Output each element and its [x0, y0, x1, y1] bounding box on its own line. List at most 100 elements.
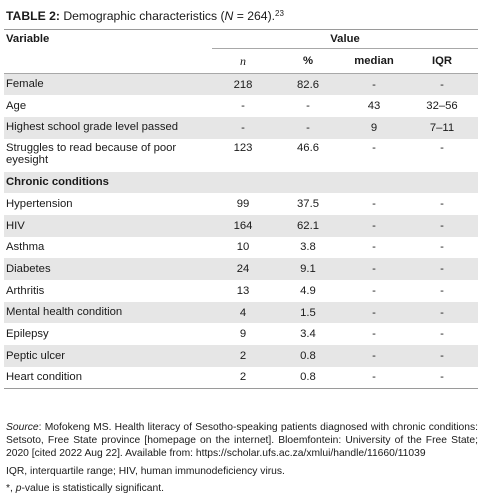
cell-median: - [372, 141, 376, 154]
cell-median: - [372, 219, 376, 232]
cell-iqr: - [440, 219, 444, 232]
table-row: Diabetes 24 9.1 - - [4, 258, 479, 280]
header-n: n [240, 53, 246, 68]
cell-median: 9 [370, 121, 378, 134]
header-row-1: Variable Value [4, 30, 479, 49]
significance-text: -value is statistically significant. [21, 482, 164, 494]
significance-p: p [15, 482, 22, 494]
cell-median: - [372, 328, 376, 341]
table-row: Highest school grade level passed - - 9 … [4, 116, 479, 139]
header-row-2: n % median IQR [4, 49, 479, 74]
row-label: Heart condition [6, 371, 82, 384]
cell-percent: 0.8 [300, 371, 316, 384]
row-label: Peptic ulcer [6, 349, 66, 362]
cell-percent: - [306, 100, 310, 113]
source-label: Source [6, 422, 39, 433]
cell-iqr: 7–11 [429, 121, 455, 134]
cell-percent: 3.8 [300, 241, 316, 254]
table-row: Age - - 43 32–56 [4, 95, 478, 117]
cell-n: 218 [233, 78, 253, 91]
cell-iqr: - [440, 328, 444, 341]
cell-iqr: - [440, 241, 444, 254]
row-label: Asthma [6, 241, 45, 254]
row-label: Diabetes [6, 262, 51, 275]
cell-iqr: - [440, 263, 444, 276]
cell-iqr: 32–56 [426, 100, 458, 113]
top-rule [4, 29, 478, 30]
header-variable: Variable [6, 33, 50, 46]
cell-iqr: - [440, 78, 444, 91]
table-row: Hypertension 99 37.5 - - [4, 193, 478, 215]
cell-n: 123 [233, 141, 253, 154]
row-label: Mental health condition [6, 306, 123, 319]
cell-n: 2 [239, 349, 247, 362]
table-label: TABLE 2: [6, 9, 60, 23]
demographics-table: Variable Value n % median IQR Female 218… [4, 30, 479, 389]
cell-iqr: - [440, 141, 444, 154]
cell-n: - [241, 121, 245, 134]
row-label: Age [6, 99, 27, 112]
cell-percent: 82.6 [297, 78, 319, 91]
abbreviations-note: IQR, interquartile range; HIV, human imm… [6, 465, 285, 477]
significance-note: *, p-value is statistically significant. [6, 482, 478, 495]
table-row: Asthma 10 3.8 - - [4, 237, 478, 259]
cell-percent: 62.1 [297, 219, 319, 232]
row-label: Hypertension [6, 197, 73, 210]
table-row: Arthritis 13 4.9 - - [4, 280, 478, 302]
caption-n-symbol: N [224, 9, 234, 23]
cell-n: 2 [239, 371, 247, 384]
cell-n: 99 [236, 198, 250, 211]
cell-n: 13 [236, 284, 250, 297]
table-row: Mental health condition 4 1.5 - - [4, 301, 479, 324]
cell-median: - [372, 371, 376, 384]
cell-median: 43 [367, 100, 381, 113]
row-label: Female [6, 78, 44, 91]
section-label: Chronic conditions [6, 176, 109, 189]
cell-median: - [372, 241, 376, 254]
cell-n: 10 [236, 241, 250, 254]
row-label: Arthritis [6, 284, 45, 297]
cell-percent: - [306, 121, 310, 134]
cell-percent: 9.1 [300, 263, 316, 276]
cell-n: 164 [233, 219, 253, 232]
cell-percent: 3.4 [300, 328, 316, 341]
cell-percent: 4.9 [300, 284, 316, 297]
cell-iqr: - [440, 284, 444, 297]
table-row: Epilepsy 9 3.4 - - [4, 323, 478, 345]
cell-iqr: - [440, 371, 444, 384]
cell-median: - [372, 306, 376, 319]
header-empty [4, 49, 212, 74]
table-row: Peptic ulcer 2 0.8 - - [4, 345, 479, 367]
caption-text-before: Demographic characteristics ( [63, 9, 225, 23]
cell-n: 9 [239, 328, 247, 341]
header-iqr: IQR [431, 55, 453, 67]
source-note: Source: Mofokeng MS. Health literacy of … [6, 421, 478, 461]
table-footnotes: Source: Mofokeng MS. Health literacy of … [6, 421, 478, 495]
cell-n: 24 [236, 263, 250, 276]
significance-prefix: *, [6, 482, 16, 494]
cell-median: - [372, 263, 376, 276]
cell-median: - [372, 284, 376, 297]
row-label: Epilepsy [6, 327, 49, 340]
cell-percent: 37.5 [297, 198, 319, 211]
header-percent: % [302, 55, 314, 67]
row-label: Struggles to read because of poor eyesig… [6, 141, 177, 167]
caption-reference: 23 [275, 9, 284, 18]
cell-percent: 0.8 [300, 349, 316, 362]
table-caption: TABLE 2: Demographic characteristics (N … [6, 8, 476, 24]
source-text: : Mofokeng MS. Health literacy of Sesoth… [6, 422, 478, 460]
row-label: HIV [6, 219, 25, 232]
cell-n: 4 [239, 306, 247, 319]
table-row: HIV 164 62.1 - - [4, 214, 479, 237]
cell-iqr: - [440, 306, 444, 319]
table-row: Struggles to read because of poor eyesig… [4, 139, 478, 172]
cell-iqr: - [440, 198, 444, 211]
table-row: Female 218 82.6 - - [4, 73, 479, 96]
cell-n: - [241, 100, 245, 113]
cell-median: - [372, 78, 376, 91]
cell-percent: 46.6 [297, 141, 319, 154]
cell-median: - [372, 198, 376, 211]
cell-iqr: - [440, 349, 444, 362]
cell-percent: 1.5 [300, 306, 316, 319]
